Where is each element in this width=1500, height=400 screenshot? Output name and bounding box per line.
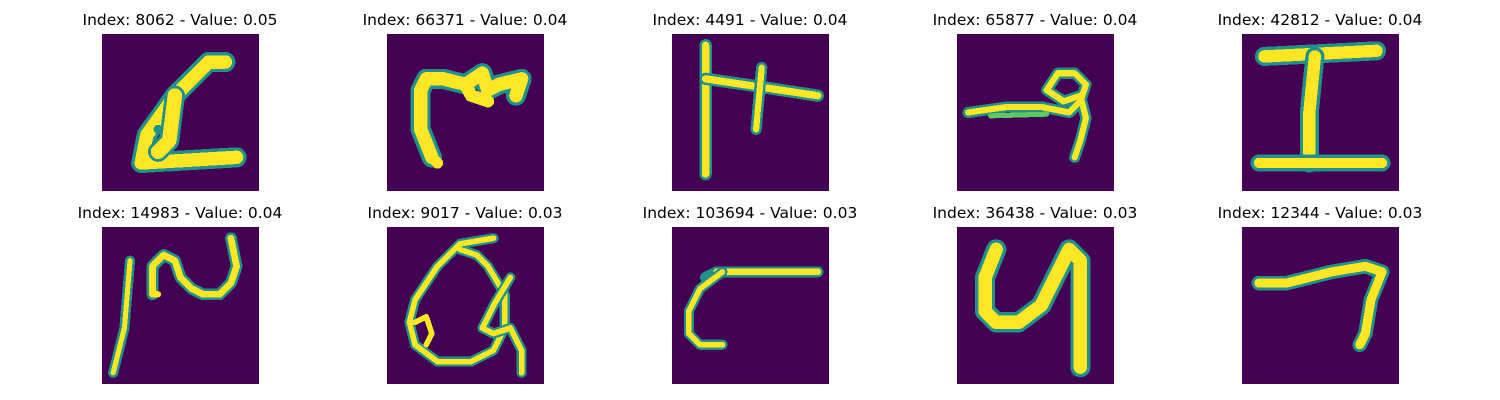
panel-5: Index: 42812 - Value: 0.04 xyxy=(1210,10,1430,195)
glyph-c xyxy=(672,34,829,191)
panel-title: Index: 9017 - Value: 0.03 xyxy=(355,203,575,223)
panel-title: Index: 42812 - Value: 0.04 xyxy=(1210,10,1430,30)
glyph-image xyxy=(957,34,1114,191)
panel-title: Index: 65877 - Value: 0.04 xyxy=(925,10,1145,30)
glyph-image xyxy=(387,227,544,384)
glyph-f xyxy=(102,227,259,384)
panel-6: Index: 14983 - Value: 0.04 xyxy=(70,203,290,388)
panel-3: Index: 4491 - Value: 0.04 xyxy=(640,10,860,195)
panel-title: Index: 66371 - Value: 0.04 xyxy=(355,10,575,30)
panel-2: Index: 66371 - Value: 0.04 xyxy=(355,10,575,195)
glyph-b xyxy=(387,34,544,191)
panel-title: Index: 12344 - Value: 0.03 xyxy=(1210,203,1430,223)
glyph-d xyxy=(957,34,1114,191)
panel-title: Index: 8062 - Value: 0.05 xyxy=(70,10,290,30)
glyph-image xyxy=(1242,34,1399,191)
glyph-a xyxy=(102,34,259,191)
panel-title: Index: 14983 - Value: 0.04 xyxy=(70,203,290,223)
glyph-image xyxy=(387,34,544,191)
panel-9: Index: 36438 - Value: 0.03 xyxy=(925,203,1145,388)
glyph-image xyxy=(102,34,259,191)
glyph-j xyxy=(1242,227,1399,384)
panel-4: Index: 65877 - Value: 0.04 xyxy=(925,10,1145,195)
panel-10: Index: 12344 - Value: 0.03 xyxy=(1210,203,1430,388)
panel-1: Index: 8062 - Value: 0.05 xyxy=(70,10,290,195)
glyph-g xyxy=(387,227,544,384)
glyph-image xyxy=(672,227,829,384)
panel-title: Index: 4491 - Value: 0.04 xyxy=(640,10,860,30)
glyph-e xyxy=(1242,34,1399,191)
glyph-h xyxy=(672,227,829,384)
panel-title: Index: 103694 - Value: 0.03 xyxy=(640,203,860,223)
panel-7: Index: 9017 - Value: 0.03 xyxy=(355,203,575,388)
glyph-image xyxy=(957,227,1114,384)
panel-title: Index: 36438 - Value: 0.03 xyxy=(925,203,1145,223)
panel-8: Index: 103694 - Value: 0.03 xyxy=(640,203,860,388)
glyph-i xyxy=(957,227,1114,384)
glyph-image xyxy=(102,227,259,384)
glyph-image xyxy=(1242,227,1399,384)
glyph-image xyxy=(672,34,829,191)
